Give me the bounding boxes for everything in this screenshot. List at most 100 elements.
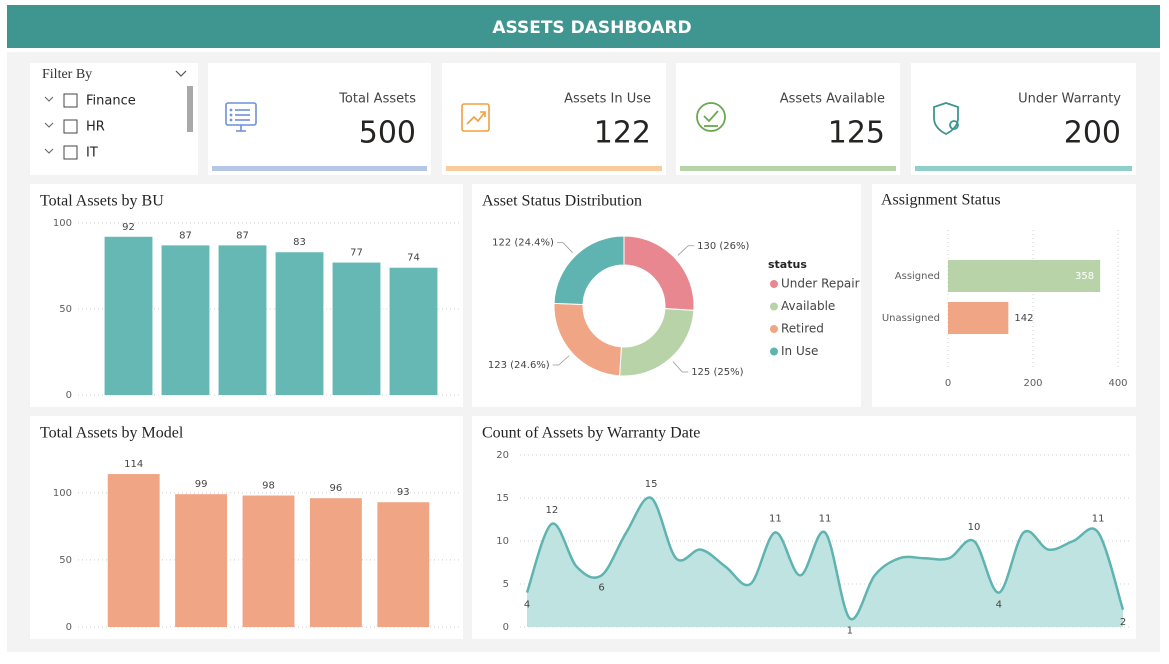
kpi-underline: [915, 166, 1132, 171]
option-label[interactable]: HR: [86, 120, 105, 135]
leader-line: [552, 355, 570, 366]
filter-card: [30, 63, 198, 175]
bar: [948, 302, 1009, 334]
icon-available: [696, 102, 726, 132]
y-tick-label: 100: [53, 218, 72, 229]
bar: [242, 495, 295, 627]
chart-card: [872, 184, 1136, 407]
y-tick-label: 0: [66, 390, 72, 401]
data-label: 114: [124, 459, 143, 470]
option-chevron[interactable]: [44, 122, 54, 128]
header-bar: [7, 5, 1160, 48]
option-checkbox[interactable]: [63, 145, 78, 160]
y-tick-label: 5: [503, 579, 509, 590]
bar: [377, 502, 430, 627]
y-tick-label: Unassigned: [882, 313, 940, 324]
kpi-label: Under Warranty: [1018, 92, 1121, 107]
icon-total: [225, 102, 257, 132]
legend-label[interactable]: Available: [781, 299, 835, 313]
kpi-underline: [446, 166, 662, 171]
kpi-card: [911, 63, 1136, 175]
data-label: 2: [1120, 617, 1126, 628]
area-line: [525, 496, 1125, 621]
x-tick-label: 400: [1108, 378, 1127, 389]
option-label[interactable]: IT: [86, 146, 98, 161]
kpi-card: [676, 63, 900, 175]
data-label: 99: [195, 479, 208, 490]
header-title: ASSETS DASHBOARD: [492, 18, 691, 38]
option-label[interactable]: Finance: [86, 94, 136, 109]
data-label: 130 (26%): [697, 241, 749, 252]
y-tick-label: 0: [66, 622, 72, 633]
scrollbar[interactable]: [187, 86, 193, 132]
legend-marker[interactable]: [770, 325, 778, 333]
chart-title: Assignment Status: [881, 192, 1001, 209]
y-tick-label: 50: [59, 555, 72, 566]
x-tick-label: 200: [1023, 378, 1042, 389]
bar: [175, 494, 228, 627]
data-label: 15: [645, 479, 658, 490]
leader-line: [556, 242, 573, 253]
filter-chevron[interactable]: [175, 70, 187, 77]
data-label: 87: [236, 230, 249, 241]
data-label: 92: [122, 222, 135, 233]
data-label: 93: [397, 487, 410, 498]
legend-title: status: [768, 258, 807, 271]
data-label: 142: [1014, 313, 1033, 324]
legend-label[interactable]: In Use: [781, 344, 818, 358]
kpi-value: 122: [594, 116, 651, 151]
option-chevron[interactable]: [44, 96, 54, 102]
option-checkbox[interactable]: [63, 119, 78, 134]
chart-title: Total Assets by BU: [40, 193, 164, 210]
data-label: 74: [407, 253, 420, 264]
kpi-underline: [680, 166, 896, 171]
area-fill: [527, 497, 1123, 627]
data-label: 4: [996, 600, 1002, 611]
kpi-card: [208, 63, 431, 175]
chart-title: Asset Status Distribution: [482, 193, 642, 210]
bar: [104, 236, 153, 395]
bar: [309, 498, 362, 627]
y-tick-label: 15: [496, 493, 509, 504]
x-tick-label: 0: [945, 378, 951, 389]
data-label: 4: [524, 600, 530, 611]
data-label: 123 (24.6%): [488, 360, 550, 371]
legend-label[interactable]: Under Repair: [781, 277, 860, 291]
y-tick-label: 0: [503, 622, 509, 633]
y-tick-label: 10: [496, 536, 509, 547]
leader-line: [677, 245, 695, 256]
data-label: 358: [1075, 271, 1094, 282]
legend-marker[interactable]: [770, 302, 778, 311]
legend-marker[interactable]: [770, 280, 778, 288]
legend-marker[interactable]: [770, 347, 778, 356]
legend-label[interactable]: Retired: [781, 322, 824, 336]
y-tick-label: 100: [53, 488, 72, 499]
data-label: 77: [350, 248, 363, 259]
icon-warranty: [933, 102, 959, 136]
chart-title: Total Assets by Model: [40, 425, 184, 442]
bar: [161, 245, 210, 395]
data-label: 125 (25%): [691, 367, 743, 378]
kpi-label: Assets Available: [780, 92, 885, 107]
bar: [218, 245, 267, 395]
data-label: 96: [330, 483, 343, 494]
bar: [107, 474, 160, 627]
y-tick-label: Assigned: [895, 271, 940, 282]
data-label: 11: [819, 513, 832, 524]
option-checkbox[interactable]: [63, 93, 78, 108]
kpi-value: 125: [828, 116, 885, 151]
bar: [389, 267, 438, 395]
leader-line: [672, 361, 689, 373]
data-label: 10: [968, 522, 981, 533]
data-label: 98: [262, 481, 275, 492]
data-label: 1: [847, 625, 853, 636]
data-label: 6: [598, 582, 604, 593]
bar: [948, 260, 1101, 292]
kpi-underline: [212, 166, 427, 171]
data-label: 11: [769, 513, 782, 524]
option-chevron[interactable]: [44, 148, 54, 154]
data-label: 11: [1092, 513, 1105, 524]
data-label: 122 (24.4%): [492, 238, 554, 249]
kpi-label: Total Assets: [338, 92, 416, 107]
